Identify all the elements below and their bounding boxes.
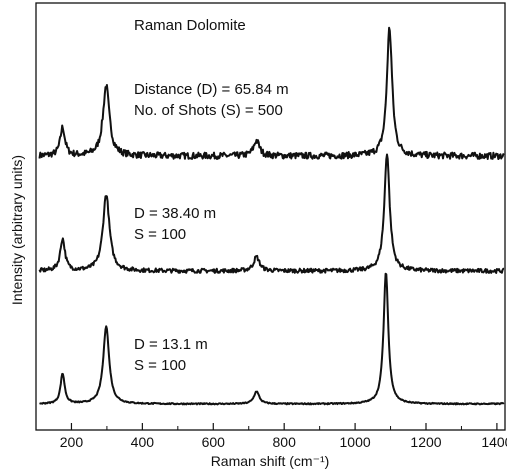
spectrum-line [39, 272, 505, 406]
series-label-line: D = 38.40 m [134, 205, 216, 222]
x-tick-label: 1000 [340, 434, 371, 450]
x-axis-label: Raman shift (cm⁻¹) [211, 453, 330, 469]
spectrum-line [38, 26, 505, 160]
x-tick-label: 200 [60, 434, 84, 450]
x-tick-label: 1200 [410, 434, 441, 450]
spectrum-line [38, 153, 505, 274]
series-label-line: No. of Shots (S) = 500 [134, 102, 283, 119]
x-axis-ticks: 200 400 600 800 1000 1200 1400 [60, 423, 507, 450]
series-label-line: Distance (D) = 65.84 m [134, 81, 289, 98]
spectra-series [38, 26, 505, 406]
plot-frame [35, 2, 506, 431]
chart-title: Raman Dolomite [134, 17, 246, 34]
series-label-line: S = 100 [134, 357, 186, 374]
x-tick-label: 800 [273, 434, 297, 450]
x-tick-label: 600 [202, 434, 226, 450]
x-tick-label: 400 [131, 434, 155, 450]
series-label-line: S = 100 [134, 226, 186, 243]
x-tick-label: 1400 [481, 434, 507, 450]
y-axis-label: Intensity (arbitrary units) [9, 155, 25, 305]
series-annotations: Distance (D) = 65.84 m No. of Shots (S) =… [134, 81, 289, 374]
series-label-line: D = 13.1 m [134, 336, 208, 353]
